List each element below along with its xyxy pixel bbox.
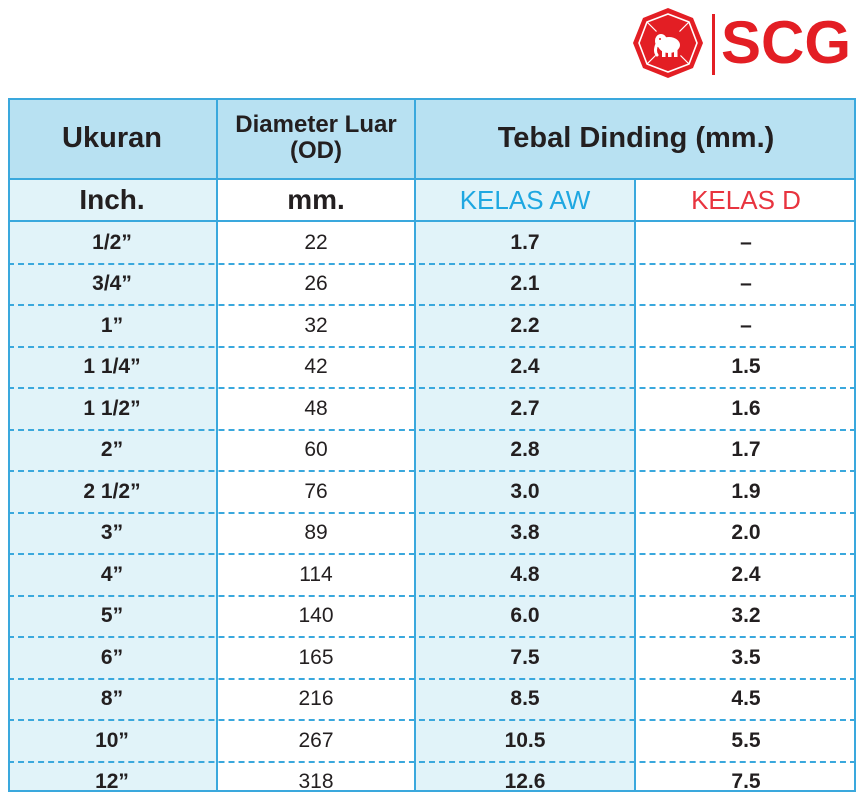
cell-kelas-aw: 2.7 bbox=[416, 388, 634, 430]
cell-mm: 267 bbox=[218, 720, 414, 762]
cell-kelas-aw: 2.8 bbox=[416, 430, 634, 472]
cell-mm: 22 bbox=[218, 222, 414, 264]
cell-kelas-d: 1.5 bbox=[636, 347, 856, 389]
cell-mm: 76 bbox=[218, 471, 414, 513]
cell-inch: 8” bbox=[8, 679, 216, 721]
cell-kelas-aw: 3.0 bbox=[416, 471, 634, 513]
elephant-emblem-icon bbox=[632, 7, 704, 79]
cell-kelas-aw: 8.5 bbox=[416, 679, 634, 721]
cell-mm: 318 bbox=[218, 762, 414, 803]
cell-inch: 1” bbox=[8, 305, 216, 347]
cell-inch: 2” bbox=[8, 430, 216, 472]
cell-kelas-d: 3.2 bbox=[636, 596, 856, 638]
header-ukuran: Ukuran bbox=[8, 98, 216, 178]
cell-kelas-d: 2.4 bbox=[636, 554, 856, 596]
cell-mm: 216 bbox=[218, 679, 414, 721]
cell-kelas-aw: 4.8 bbox=[416, 554, 634, 596]
cell-kelas-aw: 12.6 bbox=[416, 762, 634, 803]
subheader-kelas-d: KELAS D bbox=[636, 180, 856, 220]
cell-inch: 12” bbox=[8, 762, 216, 803]
header-diameter-line2: (OD) bbox=[290, 138, 342, 164]
header-diameter-line1: Diameter Luar bbox=[235, 112, 396, 138]
header-tebal-dinding: Tebal Dinding (mm.) bbox=[416, 98, 856, 178]
header-diameter: Diameter Luar (OD) bbox=[218, 98, 414, 178]
subheader-kelas-aw: KELAS AW bbox=[416, 180, 634, 220]
cell-inch: 1/2” bbox=[8, 222, 216, 264]
cell-mm: 42 bbox=[218, 347, 414, 389]
logo-divider bbox=[712, 14, 715, 75]
cell-kelas-d: – bbox=[636, 305, 856, 347]
cell-kelas-d: 2.0 bbox=[636, 513, 856, 555]
cell-kelas-aw: 6.0 bbox=[416, 596, 634, 638]
cell-mm: 60 bbox=[218, 430, 414, 472]
cell-inch: 2 1/2” bbox=[8, 471, 216, 513]
cell-kelas-aw: 2.1 bbox=[416, 264, 634, 306]
cell-mm: 26 bbox=[218, 264, 414, 306]
cell-mm: 32 bbox=[218, 305, 414, 347]
cell-kelas-d: 4.5 bbox=[636, 679, 856, 721]
subheader-inch: Inch. bbox=[8, 180, 216, 220]
cell-mm: 140 bbox=[218, 596, 414, 638]
cell-kelas-d: 7.5 bbox=[636, 762, 856, 803]
scg-logo: SCG bbox=[632, 7, 856, 79]
cell-mm: 114 bbox=[218, 554, 414, 596]
brand-wordmark: SCG bbox=[721, 11, 851, 75]
cell-mm: 89 bbox=[218, 513, 414, 555]
cell-kelas-d: 1.7 bbox=[636, 430, 856, 472]
cell-kelas-aw: 10.5 bbox=[416, 720, 634, 762]
cell-kelas-d: 3.5 bbox=[636, 637, 856, 679]
cell-kelas-aw: 1.7 bbox=[416, 222, 634, 264]
cell-inch: 3” bbox=[8, 513, 216, 555]
cell-kelas-d: – bbox=[636, 222, 856, 264]
cell-kelas-aw: 3.8 bbox=[416, 513, 634, 555]
cell-kelas-aw: 2.2 bbox=[416, 305, 634, 347]
cell-inch: 1 1/2” bbox=[8, 388, 216, 430]
cell-inch: 3/4” bbox=[8, 264, 216, 306]
cell-mm: 48 bbox=[218, 388, 414, 430]
cell-kelas-aw: 2.4 bbox=[416, 347, 634, 389]
cell-inch: 5” bbox=[8, 596, 216, 638]
cell-kelas-d: 1.6 bbox=[636, 388, 856, 430]
cell-mm: 165 bbox=[218, 637, 414, 679]
cell-kelas-d: 5.5 bbox=[636, 720, 856, 762]
cell-inch: 4” bbox=[8, 554, 216, 596]
cell-inch: 10” bbox=[8, 720, 216, 762]
pipe-size-table: Ukuran Diameter Luar (OD) Tebal Dinding … bbox=[8, 98, 856, 792]
subheader-mm: mm. bbox=[218, 180, 414, 220]
cell-inch: 6” bbox=[8, 637, 216, 679]
cell-kelas-d: 1.9 bbox=[636, 471, 856, 513]
cell-kelas-aw: 7.5 bbox=[416, 637, 634, 679]
cell-kelas-d: – bbox=[636, 264, 856, 306]
cell-inch: 1 1/4” bbox=[8, 347, 216, 389]
